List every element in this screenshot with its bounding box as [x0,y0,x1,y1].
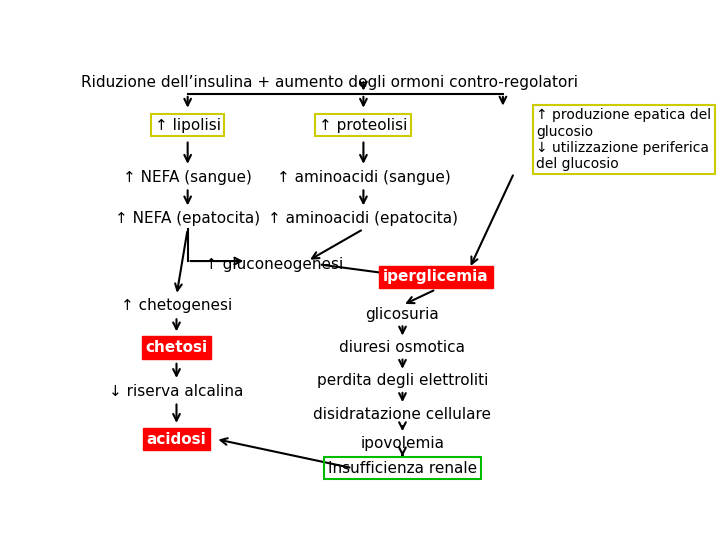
Text: glicosuria: glicosuria [366,307,439,322]
Text: ↓ riserva alcalina: ↓ riserva alcalina [109,384,243,399]
Text: Insufficienza renale: Insufficienza renale [328,461,477,476]
Text: diuresi osmotica: diuresi osmotica [340,340,466,355]
Text: ↑ proteolisi: ↑ proteolisi [319,118,408,133]
Text: ipovolemia: ipovolemia [361,436,444,451]
Text: chetosi: chetosi [145,340,207,355]
Text: perdita degli elettroliti: perdita degli elettroliti [317,373,488,388]
Text: ↑ aminoacidi (sangue): ↑ aminoacidi (sangue) [276,170,450,185]
Text: ↑ chetogenesi: ↑ chetogenesi [121,299,232,313]
Text: ↑ NEFA (epatocita): ↑ NEFA (epatocita) [115,211,260,226]
Text: Riduzione dell’insulina + aumento degli ormoni contro-regolatori: Riduzione dell’insulina + aumento degli … [81,75,578,90]
Text: ↑ produzione epatica del
glucosio
↓ utilizzazione periferica
del glucosio: ↑ produzione epatica del glucosio ↓ util… [536,109,711,171]
Text: ↑ aminoacidi (epatocita): ↑ aminoacidi (epatocita) [269,211,459,226]
Text: ↑ NEFA (sangue): ↑ NEFA (sangue) [123,170,252,185]
Text: acidosi: acidosi [147,431,207,447]
Text: ↑ gluconeogenesi: ↑ gluconeogenesi [205,257,343,272]
Text: disidratazione cellulare: disidratazione cellulare [313,407,492,422]
Text: ↑ lipolisi: ↑ lipolisi [155,118,220,133]
Text: iperglicemia: iperglicemia [383,269,489,285]
